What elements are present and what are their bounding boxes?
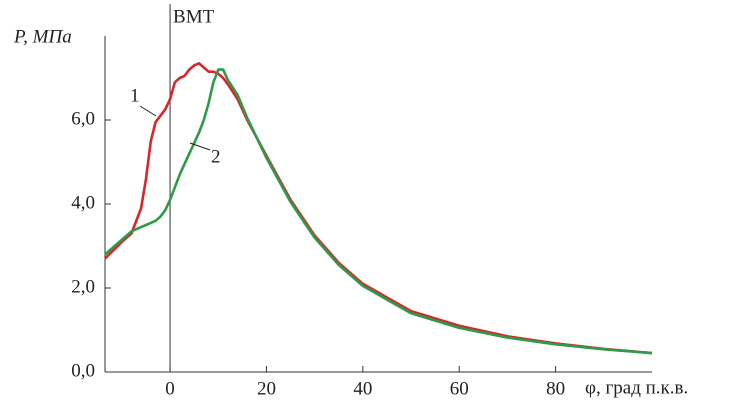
x-tick-label: 20	[257, 378, 276, 399]
annotation: 1	[130, 85, 140, 106]
x-tick-label: 80	[546, 378, 565, 399]
data-line	[104, 68, 653, 355]
x-tick-label: 40	[353, 378, 372, 399]
data-line	[104, 62, 653, 355]
reference-label: ВМТ	[173, 6, 215, 27]
y-tick-label: 0,0	[71, 360, 95, 381]
y-axis-label: P, МПа	[13, 26, 72, 47]
annotation: 2	[211, 146, 221, 167]
y-tick-label: 6,0	[71, 108, 95, 129]
annotation-leader	[139, 105, 157, 117]
annotation-leader	[189, 142, 211, 151]
y-tick-label: 2,0	[71, 276, 95, 297]
y-tick-label: 4,0	[71, 192, 95, 213]
x-tick-label: 0	[165, 378, 175, 399]
x-tick-label: 60	[450, 378, 469, 399]
x-axis-label: φ, град п.к.в.	[585, 377, 688, 398]
